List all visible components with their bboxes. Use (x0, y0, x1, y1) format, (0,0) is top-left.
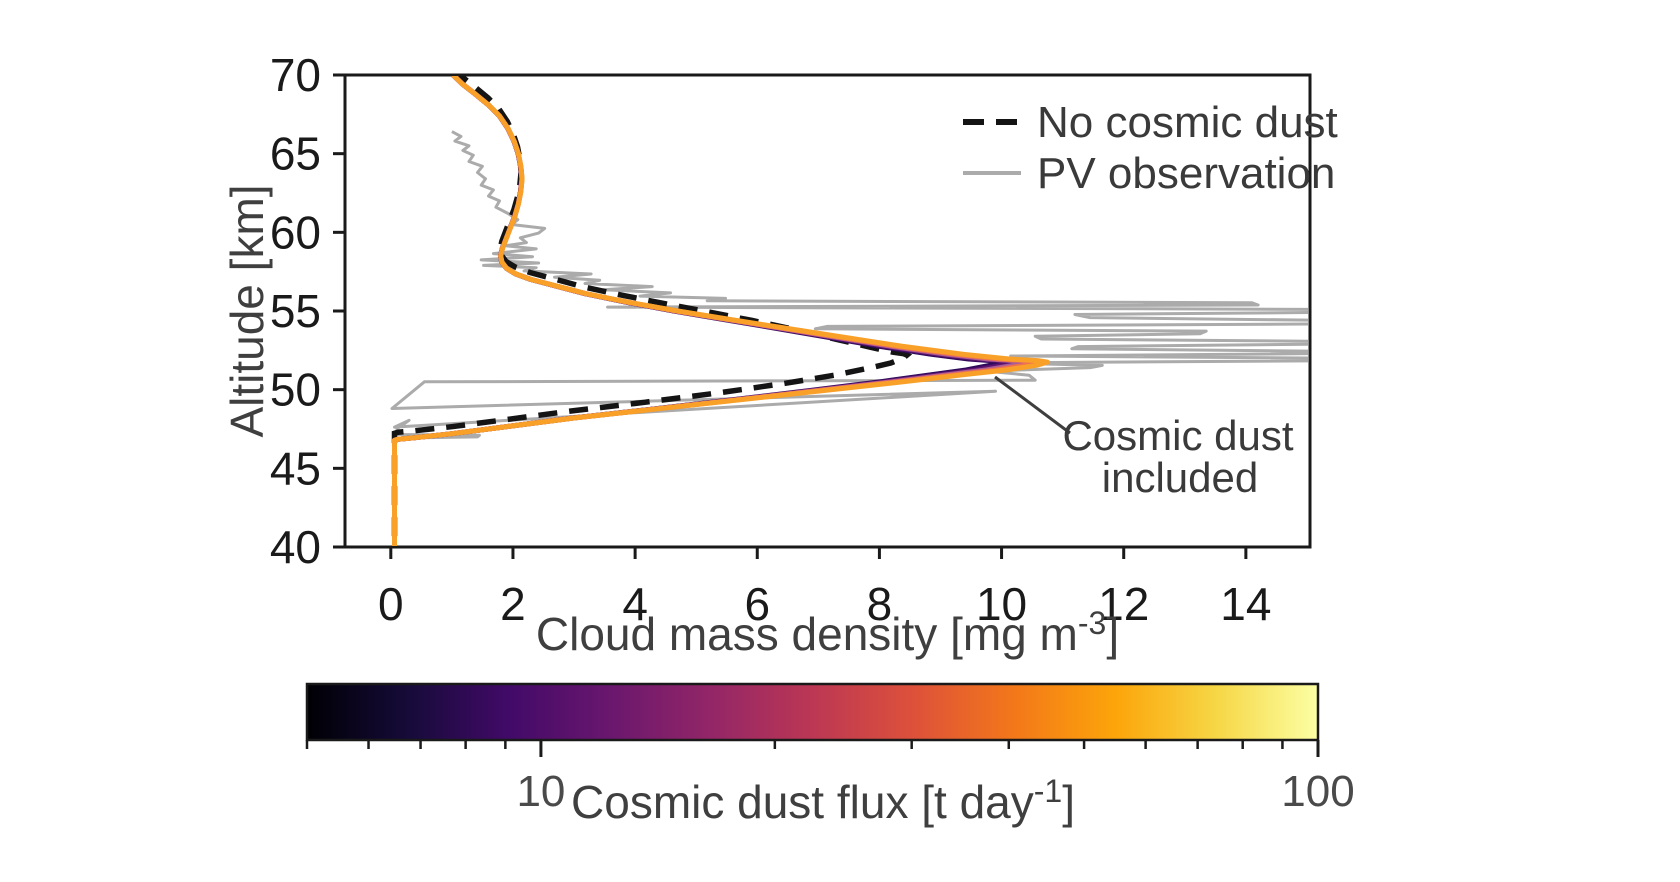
y-tick-label: 60 (270, 206, 321, 258)
x-tick-label: 2 (500, 578, 526, 630)
curves-group (390, 76, 1308, 546)
y-tick-label: 65 (270, 128, 321, 180)
cosmic-dust-curve (392, 76, 1026, 546)
annotation-line-2: included (1102, 454, 1258, 501)
x-tick-label: 0 (378, 578, 404, 630)
colorbar: 10 100 Cosmic dust flux [t day-1] (305, 682, 1355, 828)
colorbar-tick-label: 100 (1281, 767, 1354, 816)
no-cosmic-dust-curve (391, 76, 913, 540)
cosmic-dust-curve (392, 76, 1014, 546)
annotation-line-1: Cosmic dust (1062, 412, 1293, 459)
y-tick-label: 70 (270, 49, 321, 101)
cosmic-dust-curve (392, 76, 1050, 546)
colorbar-tick-label: 10 (516, 767, 565, 816)
colorbar-label: Cosmic dust flux [t day-1] (571, 773, 1075, 828)
x-axis-label: Cloud mass density [mg m-3] (536, 605, 1119, 660)
y-axis-label: Altitude [km] (221, 184, 273, 437)
x-tick-label: 8 (867, 578, 893, 630)
x-tick-label: 6 (744, 578, 770, 630)
legend-label-pv-observation: PV observation (1037, 149, 1335, 198)
colorbar-bar (305, 682, 1320, 742)
legend-label-no-cosmic-dust: No cosmic dust (1037, 98, 1338, 147)
x-tick-label: 12 (1098, 578, 1149, 630)
y-tick-label: 55 (270, 285, 321, 337)
pv-observation-curve (390, 130, 1308, 440)
axes: 0 2 4 6 8 10 12 14 40 45 50 55 60 65 70 (270, 49, 1312, 630)
x-tick-label: 10 (976, 578, 1027, 630)
y-tick-label: 50 (270, 364, 321, 416)
x-tick-label: 4 (622, 578, 648, 630)
x-tick-label: 14 (1220, 578, 1271, 630)
y-tick-label: 40 (270, 521, 321, 573)
annotation-leader-line (994, 375, 1071, 435)
y-tick-label: 45 (270, 442, 321, 494)
